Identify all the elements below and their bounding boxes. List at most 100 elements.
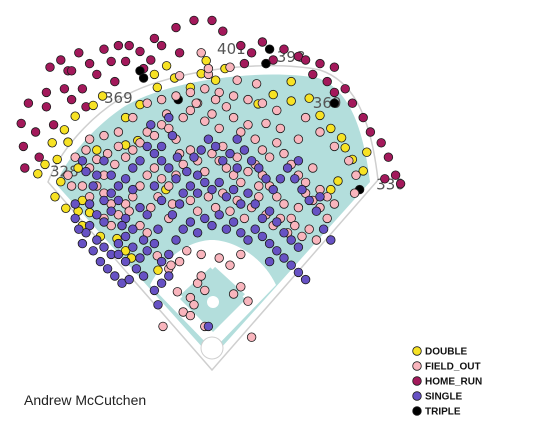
- hit-point-field-out: [110, 159, 120, 170]
- hit-point-single: [279, 228, 289, 238]
- hit-point-single: [167, 130, 178, 141]
- legend-swatch: [412, 346, 422, 356]
- hit-point-double: [70, 111, 80, 121]
- hit-point-single: [210, 141, 221, 152]
- hit-point-single: [113, 238, 124, 249]
- hit-point-field-out: [178, 112, 188, 123]
- hit-point-single: [156, 195, 167, 206]
- hit-point-field-out: [311, 235, 322, 245]
- hit-point-home-run: [380, 174, 390, 184]
- hit-point-single: [164, 249, 174, 260]
- hit-point-home-run: [329, 87, 340, 98]
- hit-point-single: [203, 321, 214, 332]
- hit-point-single: [225, 148, 235, 159]
- hit-point-field-out: [228, 289, 239, 299]
- hit-point-field-out: [164, 181, 174, 191]
- hit-point-home-run: [146, 55, 156, 65]
- hit-point-field-out: [308, 163, 318, 173]
- hit-point-home-run: [34, 152, 44, 162]
- hit-point-field-out: [243, 94, 253, 105]
- legend-swatch: [412, 391, 422, 401]
- hit-point-field-out: [243, 296, 253, 306]
- hit-point-single: [200, 177, 210, 188]
- hit-point-field-out: [349, 188, 360, 198]
- hit-point-field-out: [113, 141, 124, 152]
- hit-point-home-run: [113, 40, 124, 51]
- hit-point-double: [88, 100, 98, 111]
- hit-point-double: [210, 75, 221, 85]
- hit-point-single: [92, 210, 102, 220]
- hit-point-single: [124, 274, 134, 285]
- hit-point-field-out: [293, 134, 304, 144]
- hit-point-single: [88, 181, 98, 191]
- hit-point-single: [268, 184, 278, 195]
- hit-point-single: [128, 224, 138, 234]
- outfield-grass: [56, 74, 370, 359]
- hit-point-single: [315, 192, 325, 202]
- hit-point-single: [207, 220, 217, 231]
- hit-point-double: [61, 203, 71, 214]
- hit-point-single: [214, 210, 224, 220]
- hit-point-home-run: [59, 84, 70, 94]
- hit-point-double: [286, 76, 296, 87]
- legend-item-double: DOUBLE: [412, 346, 468, 358]
- hit-point-single: [279, 253, 289, 263]
- home-plate-area: [200, 336, 224, 360]
- hit-point-field-out: [228, 112, 239, 123]
- hit-point-field-out: [272, 138, 282, 148]
- hit-point-single: [153, 300, 163, 310]
- hit-point-home-run: [45, 62, 55, 72]
- hit-point-field-out: [203, 63, 214, 74]
- hit-point-field-out: [189, 300, 199, 310]
- hit-point-single: [189, 152, 199, 162]
- hit-point-single: [232, 163, 242, 173]
- hit-point-field-out: [63, 170, 73, 180]
- hit-point-home-run: [41, 87, 52, 98]
- hit-point-single: [138, 271, 149, 281]
- hit-point-field-out: [113, 127, 124, 137]
- hit-point-double: [152, 82, 163, 93]
- hit-point-single: [95, 256, 106, 267]
- hit-point-single: [286, 235, 296, 245]
- hit-point-single: [149, 181, 160, 191]
- hit-point-field-out: [149, 163, 160, 173]
- hit-point-single: [182, 166, 192, 177]
- hit-point-home-run: [308, 69, 318, 80]
- hit-point-single: [261, 174, 271, 184]
- hit-point-field-out: [243, 120, 253, 130]
- hit-point-single: [142, 141, 152, 152]
- hit-point-home-run: [358, 112, 368, 123]
- hit-point-field-out: [77, 181, 88, 191]
- hit-point-single: [203, 134, 214, 144]
- hit-point-field-out: [246, 332, 257, 342]
- hit-point-field-out: [329, 199, 340, 209]
- hit-point-home-run: [347, 98, 358, 108]
- hit-point-single: [297, 184, 307, 195]
- hit-point-field-out: [192, 206, 203, 216]
- hit-point-field-out: [196, 48, 206, 58]
- hit-point-double: [362, 147, 372, 157]
- hit-point-home-run: [18, 141, 29, 152]
- hit-point-field-out: [81, 145, 91, 155]
- hit-point-double: [52, 154, 62, 165]
- legend-item-field-out: FIELD_OUT: [412, 361, 481, 373]
- hit-point-single: [221, 192, 232, 202]
- hit-point-field-out: [128, 112, 138, 123]
- hit-point-field-out: [158, 321, 168, 332]
- hit-point-single: [254, 163, 264, 173]
- hit-point-single: [293, 242, 304, 252]
- hit-point-home-run: [149, 33, 160, 44]
- hit-point-double: [326, 123, 336, 134]
- hit-point-field-out: [225, 206, 235, 216]
- hit-point-field-out: [228, 91, 239, 101]
- hit-point-home-run: [365, 127, 376, 137]
- hit-point-field-out: [257, 145, 268, 155]
- hit-point-single: [239, 145, 250, 155]
- hit-point-home-run: [77, 84, 88, 94]
- hit-point-single: [167, 210, 178, 220]
- hit-point-field-out: [254, 181, 264, 191]
- hit-point-single: [106, 188, 116, 198]
- hit-point-single: [156, 256, 167, 267]
- hit-point-field-out: [84, 134, 95, 144]
- hit-point-single: [257, 231, 268, 242]
